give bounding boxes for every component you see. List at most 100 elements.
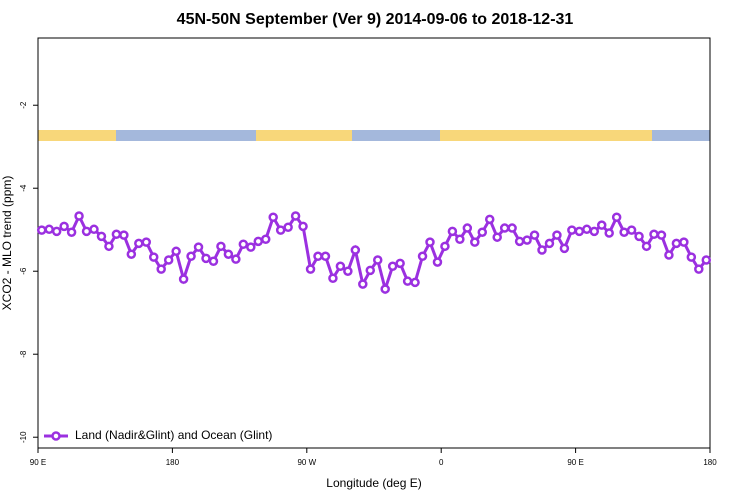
data-point — [208, 256, 219, 267]
data-point — [447, 226, 458, 237]
data-point — [686, 252, 697, 262]
data-point — [268, 212, 278, 223]
y-tick-label: -10 — [19, 431, 28, 443]
land-strip — [38, 130, 116, 141]
data-point — [574, 226, 585, 237]
data-point — [134, 238, 144, 249]
data-point — [701, 255, 712, 265]
data-point — [529, 230, 540, 240]
chart-title: 45N-50N September (Ver 9) 2014-09-06 to … — [177, 11, 574, 28]
data-point — [679, 237, 689, 247]
data-point — [492, 232, 502, 242]
data-point — [313, 251, 323, 262]
data-point — [193, 242, 204, 252]
data-point — [238, 239, 249, 249]
data-point — [260, 234, 271, 245]
data-point — [372, 255, 383, 265]
data-point — [432, 257, 443, 267]
data-point — [148, 252, 159, 262]
data-point — [544, 238, 555, 249]
x-axis-label: Longitude (deg E) — [326, 476, 421, 490]
data-point — [59, 221, 69, 232]
land-ocean-strip — [38, 130, 710, 141]
data-point — [246, 242, 256, 252]
y-tick-label: -6 — [19, 267, 28, 275]
data-point — [417, 251, 428, 262]
data-point — [111, 229, 122, 240]
data-point — [559, 243, 570, 254]
data-point — [163, 255, 174, 265]
data-point — [66, 227, 77, 237]
land-strip — [256, 130, 352, 141]
data-point — [589, 226, 600, 237]
data-point — [104, 241, 114, 252]
y-tick-label: -2 — [19, 101, 28, 109]
data-point — [664, 250, 674, 260]
data-point — [358, 279, 368, 289]
data-point — [335, 261, 346, 271]
data-point — [514, 236, 525, 247]
data-point — [36, 225, 47, 235]
data-point — [126, 249, 137, 259]
data-point — [51, 226, 62, 237]
data-point — [171, 246, 181, 257]
data-point — [350, 245, 361, 255]
data-point — [201, 253, 211, 264]
data-point — [484, 214, 495, 225]
data-point — [552, 230, 562, 240]
legend-label: Land (Nadir&Glint) and Ocean (Glint) — [75, 428, 272, 442]
data-point — [298, 221, 308, 232]
x-tick-label: 180 — [703, 458, 717, 467]
data-point — [178, 274, 189, 284]
data-point — [156, 264, 166, 274]
data-point — [328, 273, 338, 284]
data-point — [477, 227, 488, 237]
data-point — [671, 238, 682, 249]
data-point — [656, 230, 667, 240]
data-point — [537, 245, 547, 255]
data-point — [365, 265, 376, 276]
data-point — [582, 224, 592, 235]
data-point — [619, 227, 629, 237]
x-tick-label: 90 E — [30, 458, 46, 467]
data-point — [320, 251, 331, 262]
data-point — [470, 237, 480, 247]
data-point — [216, 241, 226, 252]
data-point — [275, 225, 286, 235]
data-point — [141, 237, 152, 247]
data-point — [231, 254, 241, 264]
data-point — [395, 258, 405, 269]
x-tick-label: 90 E — [567, 458, 583, 467]
data-point — [455, 234, 465, 245]
x-tick-label: 90 W — [297, 458, 316, 467]
data-point — [596, 220, 607, 230]
y-axis-label: XCO2 - MLO trend (ppm) — [0, 176, 14, 311]
data-point — [641, 241, 652, 252]
data-point — [626, 225, 637, 235]
data-point — [380, 284, 390, 294]
data-point — [81, 226, 92, 237]
data-point — [462, 223, 473, 233]
data-point — [522, 235, 532, 245]
data-point — [387, 261, 398, 271]
data-point — [96, 231, 107, 242]
x-tick-label: 180 — [166, 458, 180, 467]
plot-frame — [37, 37, 711, 449]
data-point — [567, 225, 577, 235]
land-strip — [440, 130, 652, 141]
data-point — [89, 224, 99, 235]
data-point — [507, 223, 517, 233]
data-point — [604, 228, 614, 238]
data-point — [305, 264, 316, 274]
ocean-strip — [38, 130, 710, 141]
data-point — [44, 224, 54, 235]
series-line — [41, 212, 708, 295]
data-point — [611, 212, 622, 223]
data-point — [634, 231, 644, 242]
data-point — [402, 276, 413, 286]
data-point — [440, 241, 450, 252]
data-point — [253, 236, 264, 247]
data-point — [119, 230, 129, 240]
data-point — [74, 211, 84, 221]
